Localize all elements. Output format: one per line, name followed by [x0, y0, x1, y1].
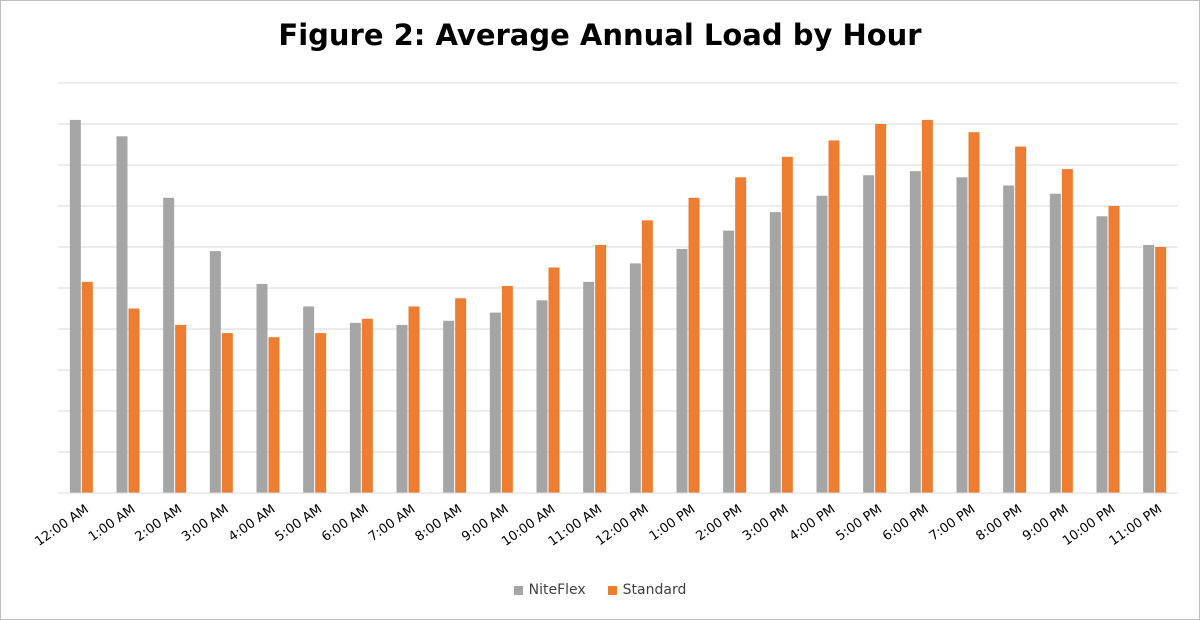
- x-tick-labels: 12:00 AM1:00 AM2:00 AM3:00 AM4:00 AM5:00…: [32, 502, 1164, 550]
- x-tick-label: 1:00 PM: [647, 502, 699, 544]
- bar-niteflex-0: [69, 119, 81, 494]
- bar-standard-12: [641, 220, 653, 493]
- bar-niteflex-10: [536, 300, 548, 493]
- bar-niteflex-15: [769, 212, 781, 493]
- bar-niteflex-23: [1143, 244, 1155, 493]
- bar-niteflex-8: [443, 320, 455, 493]
- bar-niteflex-21: [1049, 193, 1061, 493]
- bar-standard-0: [81, 281, 93, 493]
- bar-niteflex-3: [209, 251, 221, 493]
- x-tick-label: 7:00 PM: [927, 502, 979, 544]
- legend-item-niteflex: NiteFlex: [513, 582, 586, 598]
- bar-niteflex-20: [1003, 185, 1015, 493]
- bar-niteflex-11: [583, 281, 595, 493]
- legend: NiteFlex Standard: [0, 582, 1200, 598]
- x-tick-label: 3:00 PM: [740, 502, 792, 544]
- legend-swatch-standard: [607, 585, 617, 595]
- bar-standard-8: [455, 298, 467, 493]
- x-tick-label: 4:00 PM: [787, 502, 839, 544]
- bar-standard-17: [875, 124, 887, 493]
- x-tick-label: 5:00 PM: [833, 502, 885, 544]
- x-tick-label: 5:00 AM: [273, 502, 325, 545]
- bar-standard-1: [128, 308, 140, 493]
- bar-standard-13: [688, 197, 700, 494]
- bar-standard-15: [781, 156, 793, 494]
- bar-niteflex-5: [303, 306, 315, 493]
- x-tick-label: 2:00 PM: [693, 502, 745, 544]
- bar-niteflex-7: [396, 324, 408, 493]
- x-tick-label: 3:00 AM: [179, 502, 231, 545]
- x-tick-label: 4:00 AM: [226, 502, 278, 545]
- bar-standard-22: [1108, 206, 1120, 493]
- legend-swatch-niteflex: [513, 585, 523, 595]
- bar-niteflex-17: [863, 175, 875, 493]
- legend-label-standard: Standard: [622, 582, 687, 598]
- bar-standard-10: [548, 267, 560, 493]
- bar-niteflex-18: [909, 171, 921, 493]
- bar-niteflex-16: [816, 195, 828, 493]
- x-tick-label: 6:00 AM: [319, 502, 371, 545]
- bar-standard-7: [408, 306, 420, 493]
- chart-title: Figure 2: Average Annual Load by Hour: [278, 18, 922, 52]
- gridlines: [58, 82, 1178, 494]
- bar-standard-20: [1015, 146, 1027, 494]
- bar-standard-11: [595, 244, 607, 493]
- x-tick-label: 6:00 PM: [880, 502, 932, 544]
- bar-niteflex-9: [489, 312, 501, 493]
- bar-niteflex-13: [676, 249, 688, 493]
- bars: [69, 119, 1167, 494]
- bar-niteflex-19: [956, 177, 968, 494]
- bar-niteflex-4: [256, 283, 268, 493]
- bar-standard-14: [735, 177, 747, 494]
- bar-standard-21: [1061, 169, 1073, 493]
- bar-standard-4: [268, 337, 280, 493]
- bar-niteflex-12: [629, 263, 641, 493]
- bar-standard-16: [828, 140, 840, 493]
- x-tick-label: 11:00 PM: [1107, 502, 1165, 549]
- x-tick-label: 2:00 AM: [133, 502, 185, 545]
- x-tick-label: 12:00 AM: [32, 502, 91, 550]
- bar-standard-19: [968, 132, 980, 493]
- legend-label-niteflex: NiteFlex: [528, 582, 586, 598]
- bar-niteflex-6: [349, 322, 361, 493]
- x-tick-label: 1:00 AM: [86, 502, 138, 545]
- bar-standard-5: [315, 333, 327, 493]
- legend-item-standard: Standard: [607, 582, 687, 598]
- bar-niteflex-1: [116, 136, 128, 494]
- bar-standard-6: [361, 318, 373, 493]
- bar-niteflex-2: [163, 197, 175, 494]
- x-tick-label: 8:00 AM: [413, 502, 465, 545]
- x-tick-label: 8:00 PM: [973, 502, 1025, 544]
- bar-standard-18: [921, 119, 933, 494]
- bar-niteflex-14: [723, 230, 735, 493]
- bar-standard-9: [501, 285, 513, 493]
- x-tick-label: 12:00 PM: [593, 502, 651, 549]
- x-tick-label: 7:00 AM: [366, 502, 418, 545]
- bar-standard-3: [221, 333, 233, 493]
- bar-standard-23: [1155, 247, 1167, 493]
- bar-standard-2: [175, 324, 187, 493]
- bar-niteflex-22: [1096, 216, 1108, 493]
